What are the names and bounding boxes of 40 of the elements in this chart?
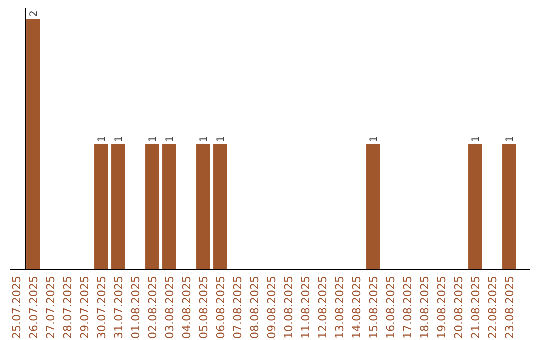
x-tick-label: 18.08.2025 <box>418 276 432 339</box>
x-tick-label: 25.07.2025 <box>10 276 24 339</box>
x-tick-label: 29.07.2025 <box>78 276 92 339</box>
x-tick-label: 14.08.2025 <box>350 276 364 339</box>
x-tick-label: 28.07.2025 <box>61 276 74 339</box>
data-label: 1 <box>471 136 482 142</box>
x-tick-label: 22.08.2025 <box>486 276 500 339</box>
x-tick-label: 09.08.2025 <box>265 276 278 339</box>
x-tick-label: 05.08.2025 <box>197 276 210 339</box>
x-tick-label: 13.08.2025 <box>333 276 346 339</box>
data-label: 1 <box>148 136 159 142</box>
x-tick-label: 11.08.2025 <box>299 276 312 339</box>
x-tick-label: 01.08.2025 <box>129 276 142 339</box>
x-tick-label: 12.08.2025 <box>316 276 330 339</box>
data-label: 1 <box>216 136 227 142</box>
x-tick-label: 20.08.2025 <box>452 276 466 339</box>
x-tick-label: 30.07.2025 <box>95 276 108 339</box>
x-tick-label: 04.08.2025 <box>180 276 194 339</box>
data-label: 1 <box>199 136 210 142</box>
x-tick-label: 15.08.2025 <box>367 276 380 339</box>
x-tick-label: 23.08.2025 <box>503 276 516 339</box>
x-tick-label: 31.07.2025 <box>112 276 126 339</box>
x-tick-label: 17.08.2025 <box>401 276 414 339</box>
x-tick-label: 26.07.2025 <box>27 276 40 339</box>
data-label: 1 <box>369 136 380 142</box>
data-label: 1 <box>114 136 125 142</box>
x-tick-label: 02.08.2025 <box>146 276 160 339</box>
data-label: 2 <box>29 10 40 17</box>
x-tick-label: 03.08.2025 <box>163 276 176 339</box>
x-tick-label: 19.08.2025 <box>435 276 448 339</box>
data-label: 1 <box>97 136 108 142</box>
x-tick-label: 21.08.2025 <box>469 276 482 339</box>
x-tick-label: 07.08.2025 <box>231 276 244 339</box>
x-tick-label: 08.08.2025 <box>248 276 262 339</box>
x-tick-label: 06.08.2025 <box>214 276 228 339</box>
x-tick-label: 10.08.2025 <box>282 276 296 339</box>
x-tick-label: 16.08.2025 <box>384 276 398 339</box>
data-label: 1 <box>165 136 176 142</box>
data-label: 1 <box>505 136 516 142</box>
x-tick-label: 27.07.2025 <box>44 276 58 339</box>
